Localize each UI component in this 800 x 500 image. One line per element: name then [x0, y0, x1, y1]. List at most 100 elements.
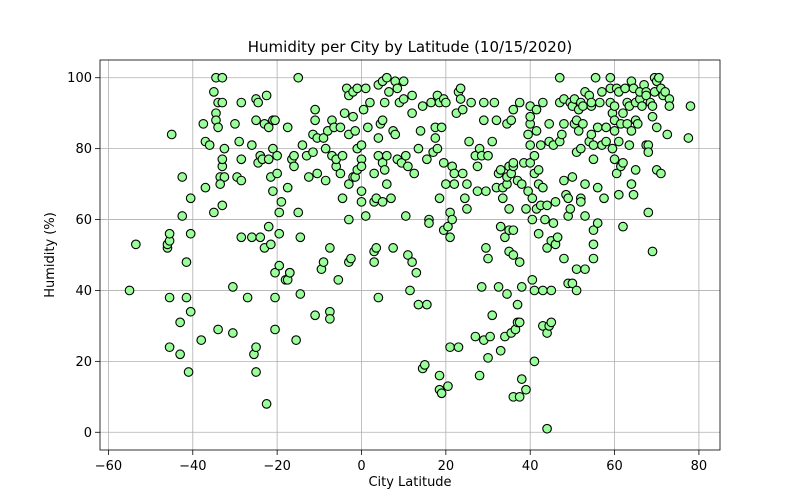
- data-point: [472, 161, 483, 172]
- x-tick-label: 20: [438, 459, 455, 474]
- data-point: [308, 147, 318, 158]
- data-point: [424, 218, 434, 228]
- data-point: [445, 232, 455, 243]
- data-point: [514, 257, 525, 267]
- data-point: [588, 140, 599, 150]
- data-point: [624, 140, 635, 150]
- data-point: [500, 232, 510, 243]
- data-point: [209, 87, 219, 97]
- data-point: [516, 282, 527, 292]
- data-point: [630, 165, 641, 175]
- data-point: [523, 186, 533, 197]
- data-point: [436, 122, 447, 133]
- data-point: [542, 243, 552, 253]
- y-tick-label: 60: [75, 213, 92, 228]
- data-point: [542, 423, 552, 434]
- data-point: [445, 342, 455, 353]
- data-point: [274, 228, 285, 239]
- data-point: [597, 87, 607, 97]
- x-tick-label: −20: [263, 459, 290, 474]
- data-point: [683, 133, 694, 143]
- data-point: [512, 299, 523, 310]
- data-point: [320, 143, 331, 154]
- data-point: [185, 228, 196, 239]
- data-point: [529, 285, 540, 296]
- data-point: [601, 136, 611, 147]
- data-point: [403, 250, 413, 260]
- data-point: [609, 126, 620, 136]
- data-point: [343, 214, 354, 225]
- data-point: [508, 250, 519, 260]
- data-point: [360, 83, 371, 94]
- data-point: [236, 97, 247, 108]
- data-point: [228, 328, 238, 338]
- data-point: [447, 214, 458, 225]
- data-point: [310, 115, 320, 126]
- data-point: [685, 101, 696, 111]
- data-point: [183, 367, 194, 377]
- data-point: [552, 232, 563, 243]
- data-point: [647, 246, 658, 257]
- data-point: [605, 72, 616, 83]
- data-point: [263, 122, 274, 133]
- data-point: [407, 108, 417, 119]
- data-point: [599, 193, 609, 204]
- data-point: [620, 83, 630, 94]
- data-point: [594, 97, 605, 108]
- data-point: [270, 267, 280, 278]
- data-point: [578, 101, 588, 111]
- data-point: [590, 72, 601, 83]
- data-point: [422, 154, 432, 165]
- data-point: [282, 182, 293, 193]
- data-point: [413, 299, 424, 310]
- data-point: [369, 257, 379, 267]
- data-point: [175, 317, 185, 328]
- data-point: [540, 214, 550, 225]
- data-point: [236, 154, 247, 165]
- data-point: [217, 97, 228, 108]
- data-point: [164, 228, 175, 239]
- data-point: [586, 129, 597, 140]
- data-point: [230, 118, 240, 129]
- data-point: [422, 299, 432, 310]
- chart-title: Humidity per City by Latitude (10/15/202…: [248, 38, 572, 56]
- data-point: [632, 118, 643, 129]
- y-axis-label: Humidity (%): [43, 212, 58, 298]
- data-point: [455, 94, 466, 104]
- data-point: [523, 129, 533, 140]
- data-point: [506, 115, 517, 126]
- data-point: [478, 97, 489, 108]
- data-point: [426, 97, 436, 108]
- data-point: [544, 118, 555, 129]
- data-point: [198, 118, 209, 129]
- data-point: [310, 310, 320, 321]
- data-point: [464, 136, 474, 147]
- data-point: [571, 285, 582, 296]
- y-tick-label: 100: [67, 71, 92, 86]
- data-point: [234, 136, 245, 147]
- data-point: [407, 257, 417, 267]
- data-point: [443, 221, 453, 232]
- data-point: [318, 257, 329, 267]
- data-point: [527, 274, 538, 285]
- data-point: [411, 267, 422, 278]
- data-point: [236, 175, 247, 186]
- data-point: [481, 243, 491, 253]
- data-point: [626, 179, 637, 189]
- data-point: [272, 150, 282, 161]
- data-point: [453, 342, 464, 353]
- data-point: [531, 126, 542, 136]
- data-point: [295, 289, 306, 299]
- data-point: [527, 193, 538, 204]
- data-point: [390, 129, 401, 140]
- data-point: [455, 83, 466, 94]
- data-point: [611, 168, 622, 179]
- data-point: [392, 83, 403, 94]
- y-axis-ticks: 0 20 40 60 80 100: [67, 71, 100, 441]
- data-point: [567, 172, 578, 182]
- data-point: [487, 136, 498, 147]
- data-point: [556, 129, 567, 140]
- data-point: [533, 165, 544, 175]
- data-point: [270, 292, 280, 303]
- data-point: [573, 126, 584, 136]
